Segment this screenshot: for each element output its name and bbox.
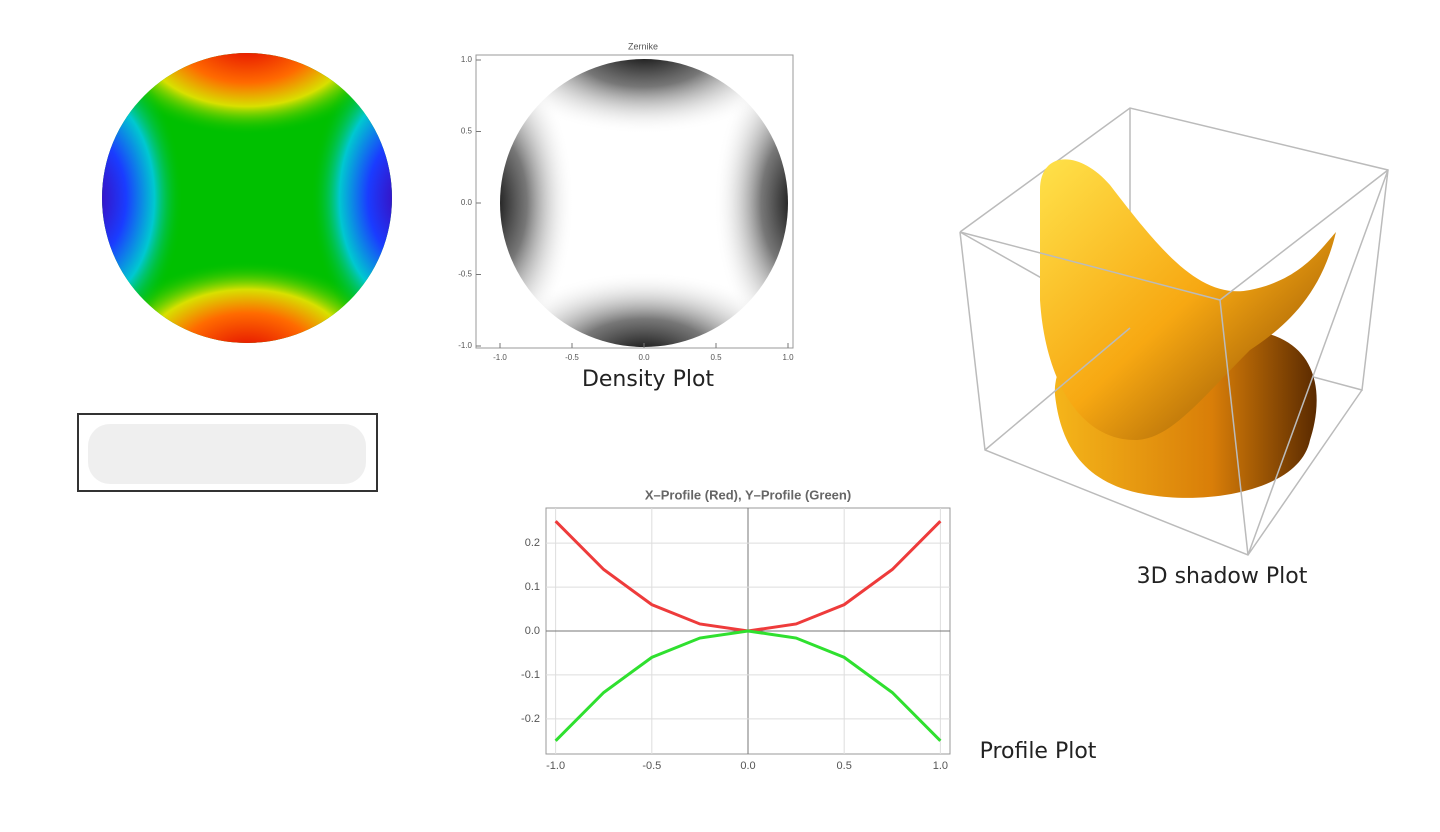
x-tick-label: -0.5 xyxy=(565,353,579,362)
y-tick-label: -1.0 xyxy=(458,341,472,350)
density-disk xyxy=(500,59,788,347)
y-tick-label: 0.1 xyxy=(525,581,540,593)
x-tick-label: -1.0 xyxy=(493,353,507,362)
y-tick-label: 0.0 xyxy=(461,198,473,207)
surface xyxy=(1040,159,1336,440)
y-tick-label: -0.1 xyxy=(521,669,540,681)
x-tick-label: -1.0 xyxy=(546,760,565,772)
box-front xyxy=(959,169,1389,556)
y-tick-label: 0.2 xyxy=(525,537,540,549)
disk-shade xyxy=(500,59,788,135)
caption: Density Plot xyxy=(582,367,714,392)
caption: 3D shadow Plot xyxy=(1137,564,1308,589)
profile-line xyxy=(554,629,942,742)
x-tick-label: 1.0 xyxy=(933,760,948,772)
x-tick-label: 0.0 xyxy=(638,353,650,362)
x-tick-label: 1.0 xyxy=(782,353,794,362)
y-tick-label: -0.5 xyxy=(458,270,472,279)
x-tick-label: 0.0 xyxy=(740,760,755,772)
x-tick-label: 0.5 xyxy=(710,353,722,362)
disk-shade xyxy=(713,59,788,347)
input-blur xyxy=(88,424,366,484)
x-tick-label: 0.5 xyxy=(837,760,852,772)
caption: Profile Plot xyxy=(980,739,1097,764)
y-tick-label: -0.2 xyxy=(521,713,540,725)
plot-title: X–Profile (Red), Y–Profile (Green) xyxy=(645,487,851,502)
color-disk xyxy=(102,53,392,343)
y-tick-label: 0.0 xyxy=(525,625,540,637)
y-tick-label: 0.5 xyxy=(461,127,473,136)
disk-shade xyxy=(500,59,575,347)
plot-title: Zernike xyxy=(628,41,658,51)
x-tick-label: -0.5 xyxy=(642,760,661,772)
y-tick-label: 1.0 xyxy=(461,55,473,64)
disk-shade xyxy=(500,271,788,347)
